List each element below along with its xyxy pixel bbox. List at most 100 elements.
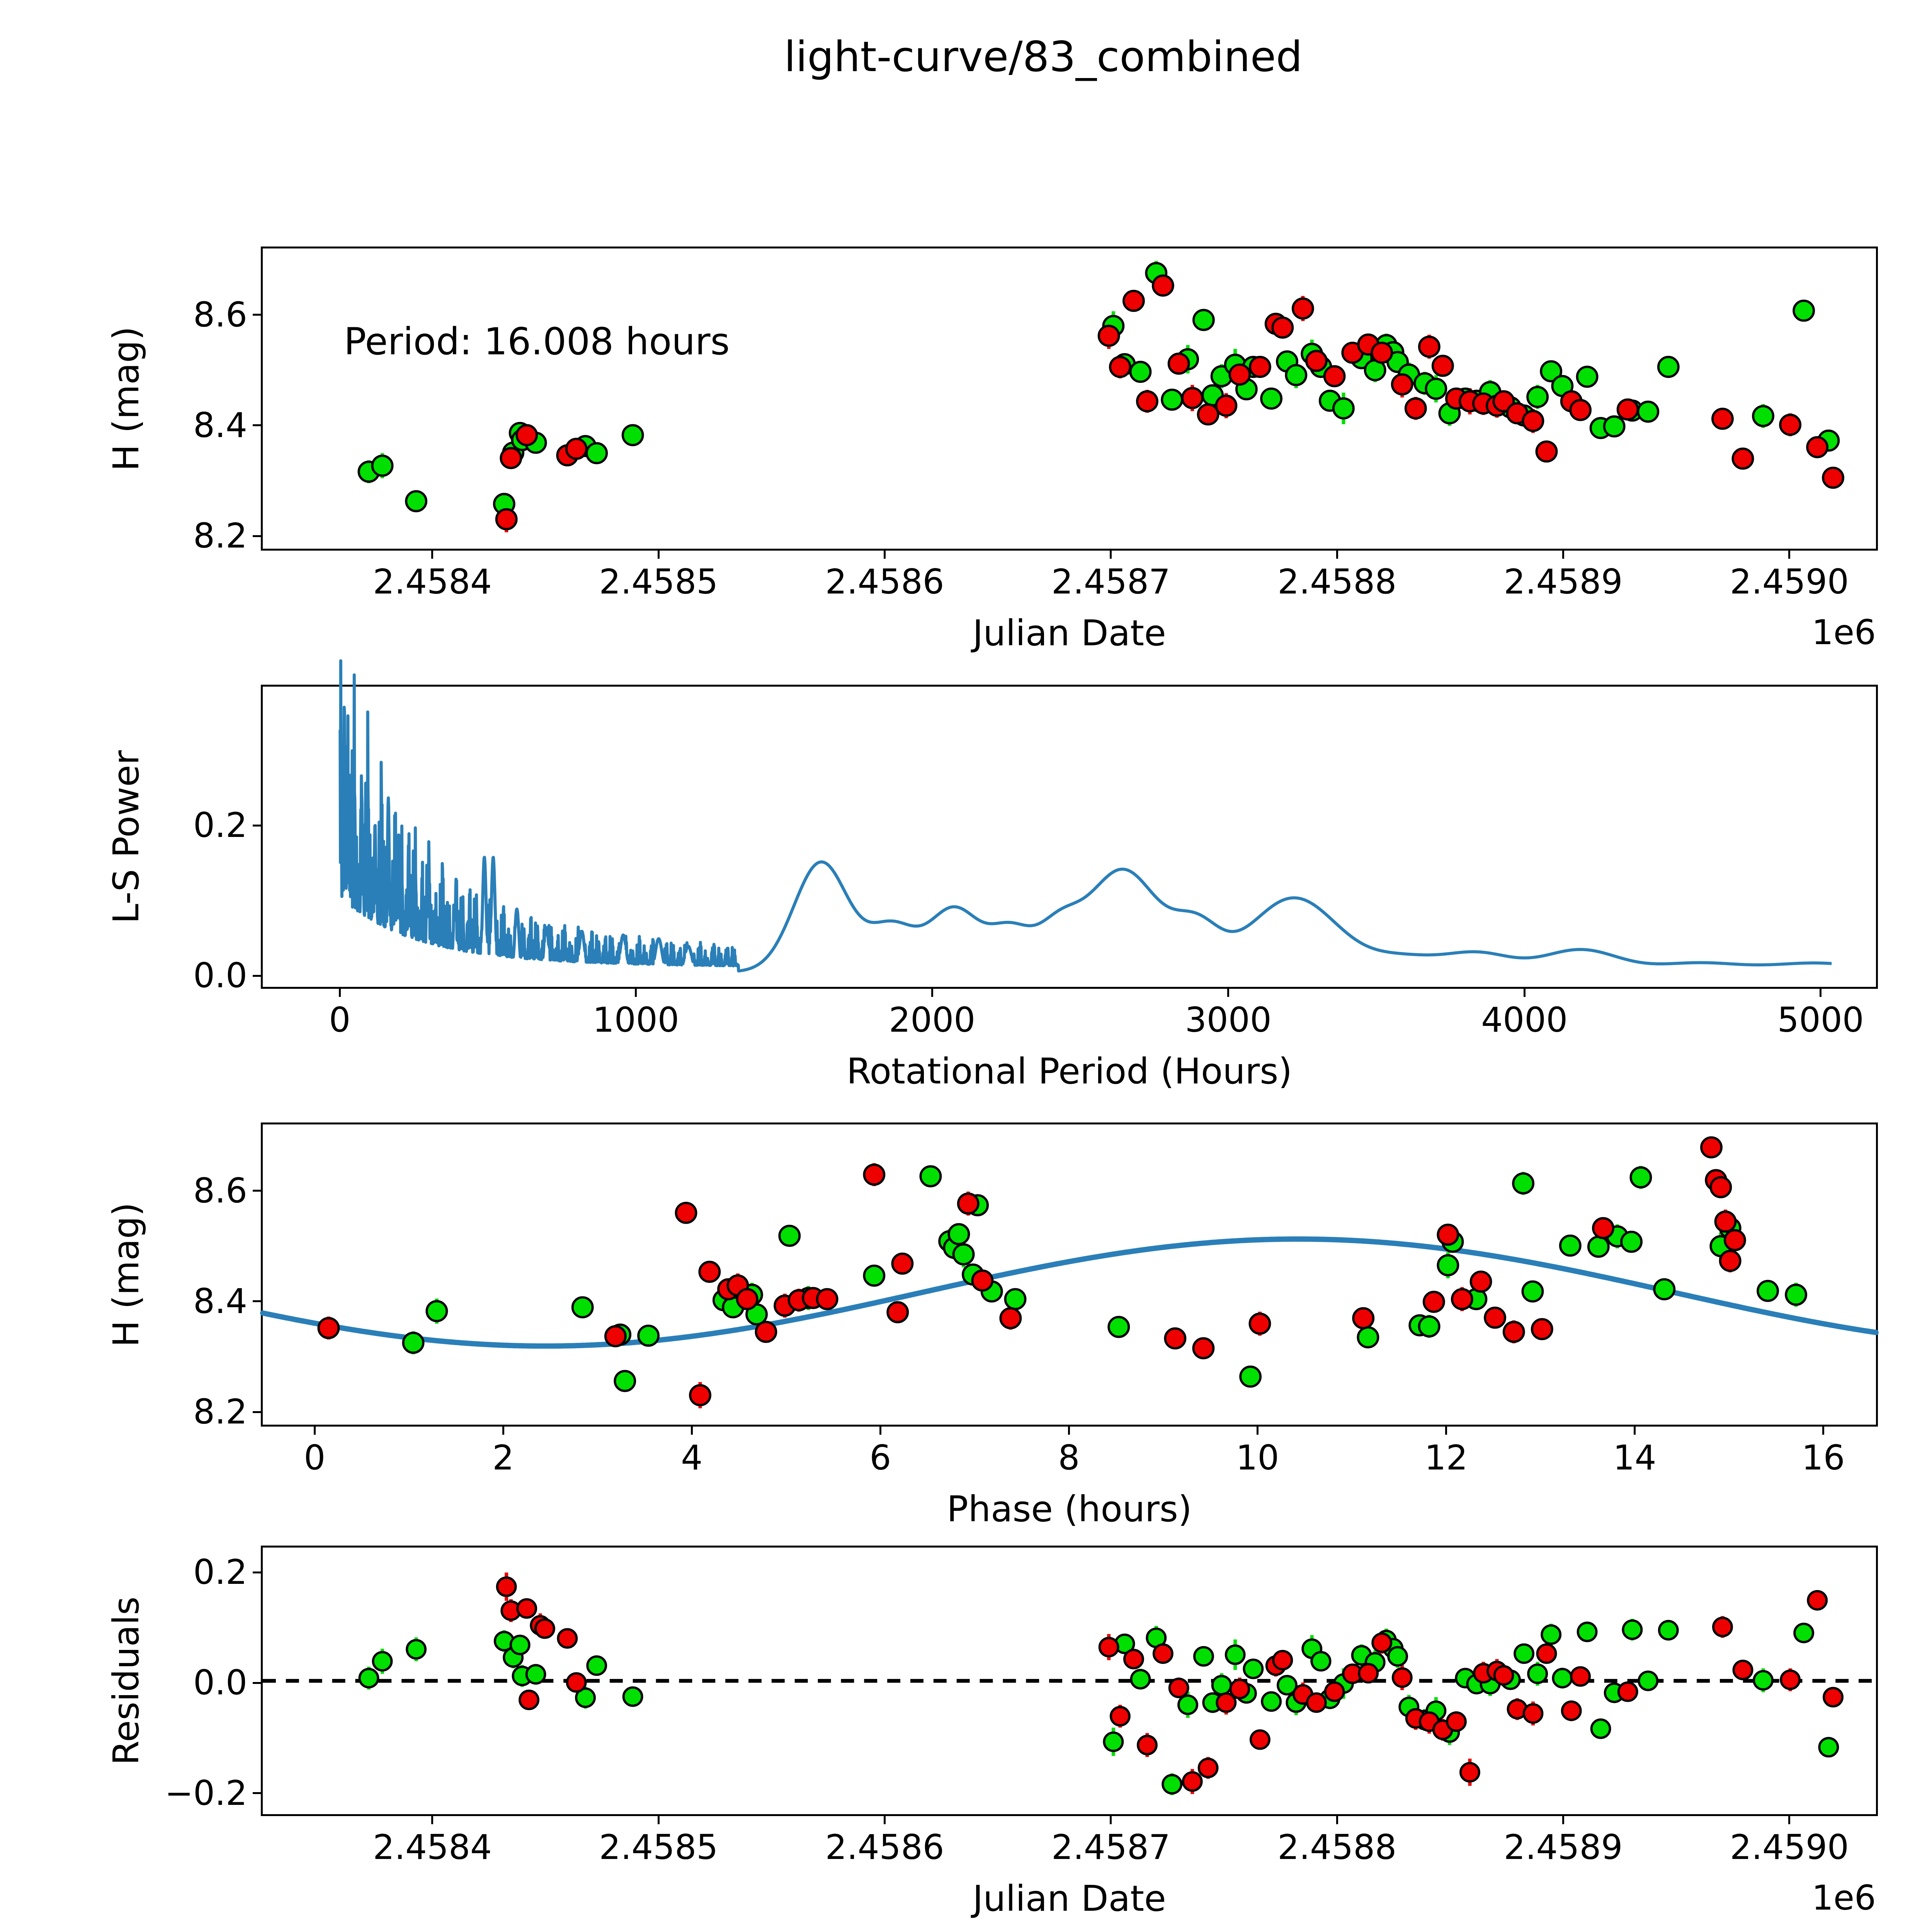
data-point-marker bbox=[1162, 1774, 1183, 1795]
data-point-marker bbox=[1098, 1637, 1119, 1658]
data-point-marker bbox=[1122, 289, 1145, 312]
data-point-marker bbox=[1806, 436, 1829, 458]
data-point-marker bbox=[1535, 440, 1558, 463]
x-tick-label: 2.4589 bbox=[1503, 1827, 1623, 1867]
data-point-marker bbox=[515, 424, 538, 446]
data-points-group bbox=[317, 1136, 1808, 1408]
x-tick-label: 16 bbox=[1801, 1438, 1845, 1478]
data-point-marker bbox=[1248, 355, 1271, 378]
data-point-marker bbox=[495, 508, 518, 531]
data-point-marker bbox=[637, 1325, 660, 1347]
data-point-marker bbox=[1130, 1669, 1151, 1690]
data-point-marker bbox=[1103, 1731, 1124, 1752]
data-point-marker bbox=[971, 1269, 994, 1292]
periodogram-yaxis-title: L-S Power bbox=[105, 750, 147, 923]
x-tick-mark bbox=[431, 549, 434, 559]
data-point-marker bbox=[1620, 1231, 1643, 1253]
data-point-marker bbox=[371, 454, 394, 477]
x-tick-label: 2.4585 bbox=[599, 1827, 718, 1867]
x-tick-mark bbox=[657, 549, 660, 559]
data-point-marker bbox=[1522, 1703, 1544, 1724]
data-point-marker bbox=[1391, 1667, 1413, 1688]
periodogram-plot-area bbox=[338, 659, 1833, 973]
data-point-marker bbox=[1404, 397, 1427, 420]
y-tick-label: 8.4 bbox=[193, 405, 247, 445]
figure-title: light-curve/83_combined bbox=[784, 33, 1303, 81]
x-tick-mark bbox=[1336, 1814, 1338, 1824]
data-point-marker bbox=[1561, 1700, 1582, 1721]
data-point-marker bbox=[1211, 1675, 1232, 1696]
x-tick-label: 2.4587 bbox=[1051, 1827, 1170, 1867]
x-tick-mark bbox=[1788, 1814, 1791, 1824]
data-point-marker bbox=[1484, 1306, 1506, 1329]
sine-fit-curve bbox=[260, 1236, 1879, 1349]
data-point-marker bbox=[614, 1370, 636, 1392]
y-tick-mark bbox=[253, 1571, 263, 1573]
lightcurve-xaxis-offset: 1e6 bbox=[1811, 612, 1876, 652]
data-point-marker bbox=[675, 1202, 697, 1224]
data-point-marker bbox=[1306, 1692, 1327, 1713]
x-tick-mark bbox=[338, 987, 341, 997]
lightcurve-xaxis-title: Julian Date bbox=[973, 612, 1166, 654]
data-point-marker bbox=[1577, 1621, 1598, 1642]
y-tick-mark bbox=[253, 1190, 263, 1192]
data-point-marker bbox=[1493, 1665, 1514, 1686]
data-point-marker bbox=[957, 1192, 980, 1215]
data-point-marker bbox=[1559, 1234, 1582, 1257]
y-tick-mark bbox=[253, 824, 263, 827]
panel-residuals: Julian Date 1e6 Residuals 2.4584 2.4585 2.… bbox=[105, 1546, 1878, 1919]
y-tick-label: 0.0 bbox=[193, 956, 247, 996]
periodogram-line bbox=[338, 659, 1833, 973]
data-point-marker bbox=[566, 1672, 587, 1693]
data-point-marker bbox=[1323, 365, 1346, 388]
y-tick-mark bbox=[253, 975, 263, 977]
x-tick-mark bbox=[635, 987, 637, 997]
x-tick-label: 14 bbox=[1613, 1438, 1656, 1478]
data-points-group bbox=[357, 261, 1844, 532]
x-tick-mark bbox=[657, 1814, 660, 1824]
data-point-marker bbox=[1192, 1337, 1215, 1359]
data-point-marker bbox=[1260, 387, 1283, 410]
y-tick-label: 0.0 bbox=[193, 1663, 247, 1702]
x-tick-label: 12 bbox=[1424, 1438, 1468, 1478]
data-point-marker bbox=[1629, 1166, 1652, 1189]
data-point-marker bbox=[1097, 325, 1120, 347]
data-point-marker bbox=[402, 1332, 425, 1354]
data-point-marker bbox=[1616, 398, 1639, 421]
data-point-marker bbox=[1422, 1291, 1445, 1313]
data-point-marker bbox=[1437, 1223, 1459, 1246]
x-tick-mark bbox=[1788, 549, 1791, 559]
x-tick-mark bbox=[879, 1425, 881, 1435]
period-annotation: Period: 16.008 hours bbox=[344, 320, 730, 363]
data-point-marker bbox=[571, 1296, 594, 1318]
data-point-marker bbox=[516, 1598, 537, 1619]
data-point-marker bbox=[1391, 373, 1413, 396]
x-tick-label: 2.4584 bbox=[373, 1827, 492, 1867]
data-point-marker bbox=[1271, 316, 1294, 339]
data-point-marker bbox=[1719, 1250, 1742, 1272]
x-tick-mark bbox=[1110, 549, 1112, 559]
y-tick-mark bbox=[253, 314, 263, 316]
data-point-marker bbox=[698, 1260, 721, 1283]
data-point-marker bbox=[519, 1689, 539, 1710]
x-tick-label: 8 bbox=[1058, 1438, 1080, 1478]
x-tick-mark bbox=[1634, 1425, 1636, 1435]
x-tick-label: 2.4584 bbox=[373, 562, 492, 602]
panel-periodogram: Rotational Period (Hours) L-S Power 0 100… bbox=[105, 659, 1878, 1092]
data-point-marker bbox=[1228, 363, 1251, 386]
data-point-marker bbox=[1527, 1663, 1548, 1684]
data-point-marker bbox=[575, 1687, 596, 1708]
data-point-marker bbox=[1285, 364, 1308, 386]
x-tick-mark bbox=[931, 987, 933, 997]
data-point-marker bbox=[1540, 360, 1563, 383]
y-tick-mark bbox=[253, 535, 263, 537]
data-point-marker bbox=[1818, 1737, 1839, 1758]
y-tick-label: 8.2 bbox=[193, 1392, 247, 1432]
data-point-marker bbox=[1177, 1694, 1198, 1715]
data-point-marker bbox=[1714, 1210, 1737, 1233]
phased-yaxis-title: H (mag) bbox=[105, 1202, 147, 1347]
data-point-marker bbox=[317, 1317, 340, 1339]
phased-plot-area bbox=[260, 1136, 1879, 1408]
x-tick-label: 0 bbox=[304, 1438, 326, 1478]
y-tick-label: −0.2 bbox=[165, 1773, 247, 1813]
